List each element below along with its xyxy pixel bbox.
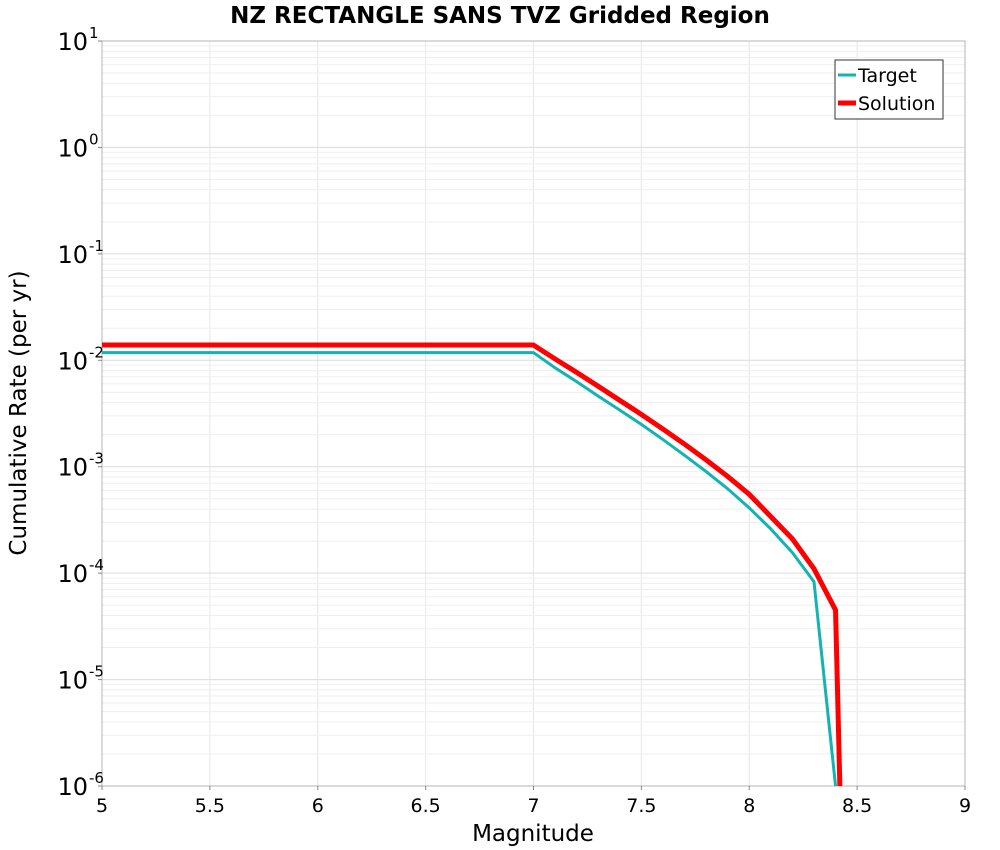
y-tick-label: 10 -3: [57, 450, 104, 482]
y-tick-label: 10 0: [57, 130, 98, 162]
series-lines: [102, 342, 843, 787]
y-tick-label-exponent: -4: [89, 556, 104, 574]
legend: Target Solution: [834, 59, 944, 120]
legend-label-solution: Solution: [858, 93, 935, 115]
x-tick-label: 6: [312, 795, 324, 817]
y-tick-label-exponent: -3: [89, 450, 104, 468]
y-tick-label-base: 10: [57, 454, 88, 482]
y-tick-label-exponent: -2: [89, 343, 104, 361]
y-tick-label-base: 10: [57, 560, 88, 588]
x-tick-label: 5.5: [195, 795, 225, 817]
x-tick-label: 9: [959, 795, 971, 817]
legend-label-target: Target: [857, 65, 917, 87]
x-tick-label: 8: [743, 795, 755, 817]
x-tick-label: 8.5: [842, 795, 872, 817]
x-tick-label: 7: [527, 795, 539, 817]
y-tick-label: 10 -5: [57, 663, 104, 695]
y-tick-label-exponent: -1: [89, 237, 104, 255]
chart-title: NZ RECTANGLE SANS TVZ Gridded Region: [230, 3, 770, 29]
y-tick-label-exponent: -6: [89, 769, 104, 787]
x-axis-label: Magnitude: [472, 821, 594, 847]
y-tick-label: 10 -6: [57, 769, 104, 801]
x-tick-label: 6.5: [411, 795, 441, 817]
y-tick-label-exponent: 0: [89, 130, 99, 148]
y-tick-label: 10 -4: [57, 556, 104, 588]
y-tick-label: 10 -2: [57, 343, 104, 375]
series-line-target: [102, 351, 838, 787]
y-tick-label-base: 10: [57, 773, 88, 801]
y-tick-label-base: 10: [57, 667, 88, 695]
grid: [101, 40, 966, 787]
y-tick-label-exponent: 1: [89, 24, 99, 42]
y-tick-label-base: 10: [57, 241, 88, 269]
series-line-solution: [102, 342, 843, 787]
y-tick-label-base: 10: [57, 347, 88, 375]
x-axis-ticks: 5 5.5 6 6.5 7 7.5 8 8.5 9: [96, 786, 971, 817]
y-tick-label-base: 10: [57, 28, 88, 56]
x-tick-label: 5: [96, 795, 108, 817]
y-tick-label-exponent: -5: [89, 663, 104, 681]
y-tick-label: 10 -1: [57, 237, 104, 269]
y-axis-label: Cumulative Rate (per yr): [6, 270, 32, 555]
x-tick-label: 7.5: [626, 795, 656, 817]
legend-box: [834, 59, 944, 120]
y-tick-label: 10 1: [57, 24, 98, 56]
y-tick-label-base: 10: [57, 134, 88, 162]
